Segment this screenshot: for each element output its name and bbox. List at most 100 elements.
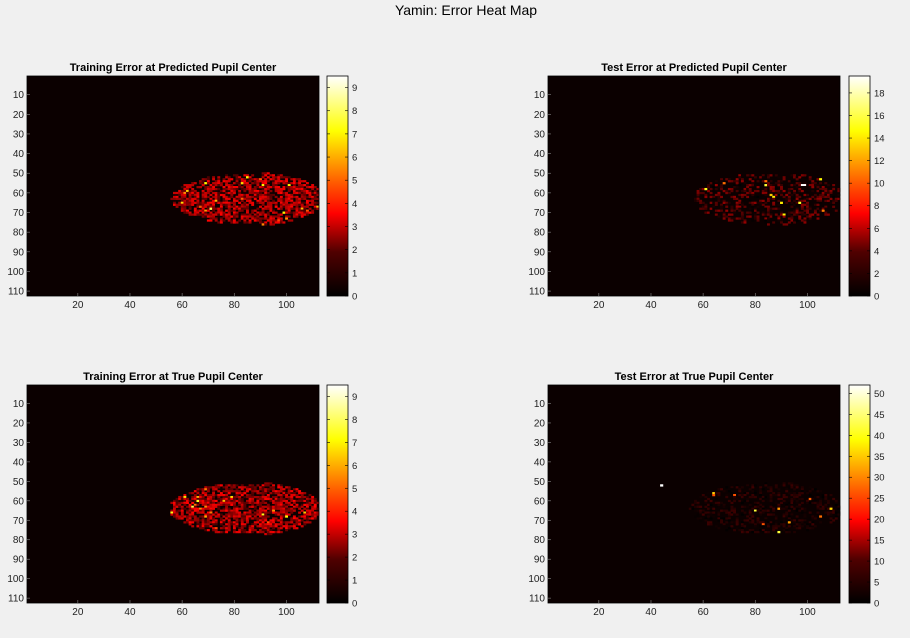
y-tick-label: 110 bbox=[8, 594, 24, 605]
colorbar-tick-label: 10 bbox=[874, 179, 885, 190]
colorbar-tick-label: 4 bbox=[874, 246, 879, 257]
y-tick-label: 70 bbox=[534, 208, 546, 219]
x-tick-label: 100 bbox=[278, 300, 295, 311]
colorbar-tick-label: 25 bbox=[874, 494, 885, 505]
x-tick-label: 20 bbox=[593, 607, 605, 618]
y-tick-label: 60 bbox=[13, 496, 25, 507]
colorbar-tick-label: 6 bbox=[352, 153, 357, 164]
colorbar: 0 1 2 3 4 5 6 7 8 9 bbox=[326, 384, 357, 610]
colorbar-tick-label: 5 bbox=[352, 176, 357, 187]
y-tick-label: 20 bbox=[13, 110, 25, 121]
y-tick-label: 70 bbox=[13, 516, 25, 527]
colorbar-tick-label: 9 bbox=[352, 83, 357, 94]
x-tick-label: 40 bbox=[124, 300, 136, 311]
y-tick-label: 20 bbox=[13, 418, 25, 429]
colorbar-tick-label: 4 bbox=[352, 507, 357, 518]
colorbar-tick-label: 14 bbox=[874, 134, 885, 145]
y-tick-label: 30 bbox=[534, 438, 546, 449]
colorbar-gradient bbox=[326, 384, 349, 604]
y-tick-label: 30 bbox=[13, 438, 25, 449]
y-tick-label: 80 bbox=[534, 535, 546, 546]
y-tick-label: 20 bbox=[534, 418, 546, 429]
colorbar-tick-label: 5 bbox=[352, 484, 357, 495]
colorbar-tick-label: 2 bbox=[352, 553, 357, 564]
y-tick-label: 50 bbox=[13, 477, 25, 488]
x-tick-label: 60 bbox=[177, 300, 189, 311]
colorbar-tick-label: 0 bbox=[352, 599, 357, 610]
colorbar-tick-label: 45 bbox=[874, 410, 885, 421]
y-tick-label: 80 bbox=[13, 228, 25, 239]
heatmap-panel-train-predicted: Training Error at Predicted Pupil Center… bbox=[7, 62, 357, 311]
colorbar-tick-label: 30 bbox=[874, 473, 885, 484]
y-tick-label: 110 bbox=[529, 594, 545, 605]
heatmap-cells bbox=[170, 172, 320, 226]
panel-title: Test Error at True Pupil Center bbox=[615, 371, 774, 383]
colorbar-tick-label: 2 bbox=[352, 245, 357, 256]
axes-frame bbox=[26, 75, 320, 297]
colorbar-tick-label: 8 bbox=[352, 106, 357, 117]
y-tick-label: 90 bbox=[534, 247, 546, 258]
x-tick-label: 20 bbox=[72, 300, 84, 311]
colorbar: 0 2 4 6 8 10 12 14 16 18 bbox=[848, 75, 885, 303]
colorbar-tick-label: 12 bbox=[874, 156, 885, 167]
colorbar-tick-label: 7 bbox=[352, 129, 357, 140]
y-tick-label: 100 bbox=[528, 267, 545, 278]
colorbar-tick-label: 4 bbox=[352, 199, 357, 210]
x-tick-label: 60 bbox=[698, 300, 710, 311]
y-tick-label: 100 bbox=[7, 574, 24, 585]
y-tick-label: 110 bbox=[8, 287, 24, 298]
axes-frame bbox=[547, 75, 841, 297]
colorbar-tick-label: 9 bbox=[352, 392, 357, 403]
colorbar-tick-label: 20 bbox=[874, 515, 885, 526]
x-tick-label: 60 bbox=[698, 607, 710, 618]
y-tick-label: 40 bbox=[13, 149, 25, 160]
colorbar-tick-label: 6 bbox=[352, 461, 357, 472]
y-tick-label: 30 bbox=[534, 129, 546, 140]
colorbar-tick-label: 0 bbox=[352, 292, 357, 303]
x-tick-label: 40 bbox=[645, 607, 657, 618]
x-tick-label: 20 bbox=[593, 300, 605, 311]
heatmap-cells bbox=[694, 174, 841, 226]
x-tick-label: 40 bbox=[645, 300, 657, 311]
y-tick-label: 110 bbox=[529, 287, 545, 298]
colorbar-tick-label: 16 bbox=[874, 111, 885, 122]
y-tick-label: 60 bbox=[13, 188, 25, 199]
colorbar: 0 5 10 15 20 25 30 35 40 45 50 bbox=[848, 384, 885, 610]
y-tick-label: 60 bbox=[534, 496, 546, 507]
figure-title: Yamin: Error Heat Map bbox=[395, 2, 537, 18]
x-tick-label: 100 bbox=[278, 607, 295, 618]
colorbar-tick-label: 3 bbox=[352, 222, 357, 233]
y-tick-label: 40 bbox=[534, 149, 546, 160]
colorbar-gradient bbox=[848, 384, 871, 604]
heatmap-panel-train-true: Training Error at True Pupil Center10203… bbox=[7, 371, 357, 618]
panel-title: Test Error at Predicted Pupil Center bbox=[601, 62, 787, 74]
colorbar-tick-label: 1 bbox=[352, 268, 357, 279]
y-tick-label: 100 bbox=[528, 574, 545, 585]
y-tick-label: 10 bbox=[534, 90, 546, 101]
x-tick-label: 60 bbox=[177, 607, 189, 618]
axes-frame bbox=[547, 384, 841, 604]
y-tick-label: 20 bbox=[534, 110, 546, 121]
colorbar-tick-label: 8 bbox=[352, 415, 357, 426]
colorbar-gradient bbox=[326, 75, 349, 297]
colorbar-gradient bbox=[848, 75, 871, 297]
y-tick-label: 40 bbox=[13, 457, 25, 468]
colorbar-tick-label: 6 bbox=[874, 224, 879, 235]
y-tick-label: 60 bbox=[534, 188, 546, 199]
heatmap-cells bbox=[170, 482, 320, 536]
axes-frame bbox=[26, 384, 320, 604]
colorbar-tick-label: 10 bbox=[874, 557, 885, 568]
colorbar-tick-label: 0 bbox=[874, 599, 879, 610]
y-tick-label: 50 bbox=[534, 477, 546, 488]
y-tick-label: 40 bbox=[534, 457, 546, 468]
heatmap-cells bbox=[660, 482, 841, 534]
colorbar-tick-label: 1 bbox=[352, 576, 357, 587]
x-tick-label: 100 bbox=[799, 607, 816, 618]
colorbar-tick-label: 3 bbox=[352, 530, 357, 541]
colorbar-tick-label: 40 bbox=[874, 431, 885, 442]
y-tick-label: 50 bbox=[13, 169, 25, 180]
colorbar-tick-label: 0 bbox=[874, 292, 879, 303]
colorbar-tick-label: 15 bbox=[874, 536, 885, 547]
colorbar-tick-label: 8 bbox=[874, 201, 879, 212]
